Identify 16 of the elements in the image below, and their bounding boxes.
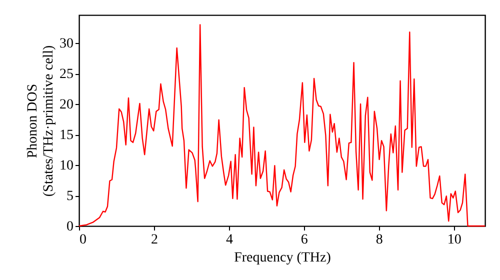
x-tick-label: 6 [300,232,308,248]
y-tick-label: 20 [60,98,74,113]
y-tick-label: 15 [60,128,74,144]
y-axis-title: Phonon DOS (States/THz·primitive cell) [26,45,56,197]
y-tick-label: 0 [66,220,74,234]
y-tick-label: 30 [60,36,74,52]
y-tick-label: 5 [66,189,74,204]
y-tick-label: 10 [60,158,74,174]
x-tick-label: 4 [226,232,233,248]
x-tick-label: 2 [150,232,158,248]
x-axis-title: Frequency (THz) [234,250,332,266]
x-tick-label: 0 [80,232,86,248]
y-tick-label: 25 [60,67,74,82]
x-tick-label: 10 [447,232,462,248]
x-tick-label: 8 [376,232,383,248]
line-series [78,24,486,227]
